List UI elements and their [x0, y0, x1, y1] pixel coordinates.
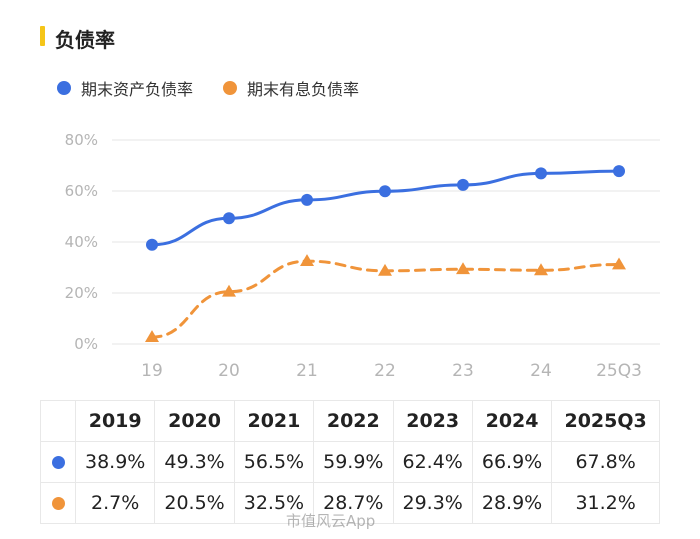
table-cell: 28.9%: [471, 482, 553, 524]
y-tick-label: 40%: [65, 233, 98, 251]
table-row-interest-ratio: 2.7% 20.5% 32.5% 28.7% 29.3% 28.9% 31.2%: [40, 482, 660, 524]
line-chart: 0% 20% 40% 60% 80% 19 20 21 22 23 24 25Q3: [65, 131, 660, 381]
data-point: [223, 212, 235, 225]
legend-dot-icon: [57, 81, 71, 95]
table-header-cell: 2019: [74, 400, 156, 442]
series-dot-icon: [51, 497, 65, 510]
data-point: [300, 254, 314, 267]
watermark: 市值风云App: [286, 512, 376, 530]
table-header-cell: 2023: [392, 400, 473, 442]
table-cell: 32.5%: [233, 482, 315, 524]
legend-dot-icon: [223, 81, 238, 95]
y-tick-label: 0%: [74, 335, 98, 353]
table-cell: 62.4%: [392, 441, 473, 483]
legend-label: 期末有息负债率: [247, 80, 360, 99]
data-table: 2019 2020 2021 2022 2023 2024 2025Q3 38.…: [40, 400, 660, 524]
data-point: [613, 165, 625, 178]
table-header-cell: 2020: [154, 400, 235, 442]
legend-item-asset-ratio: 期末资产负债率: [57, 76, 193, 100]
data-point: [534, 263, 548, 276]
table-corner: [40, 400, 76, 442]
table-cell: 67.8%: [551, 441, 660, 483]
table-header-row: 2019 2020 2021 2022 2023 2024 2025Q3: [40, 400, 660, 442]
table-cell: 31.2%: [551, 482, 660, 524]
series-dot-icon: [51, 456, 65, 469]
table-cell: 38.9%: [74, 441, 156, 483]
table-header-cell: 2025Q3: [551, 400, 660, 442]
row-marker: [40, 441, 76, 483]
data-point: [456, 262, 470, 275]
series-line-interest-ratio: [150, 259, 621, 339]
table-cell: 20.5%: [154, 482, 235, 524]
table-cell: 29.3%: [392, 482, 473, 524]
legend-label: 期末资产负债率: [81, 80, 194, 99]
x-tick-label: 20: [218, 361, 240, 381]
data-point: [457, 178, 469, 191]
legend: 期末资产负债率 期末有息负债率: [57, 76, 359, 100]
data-point: [535, 167, 547, 180]
table-cell: 56.5%: [233, 441, 315, 483]
table-cell: 2.7%: [74, 482, 156, 524]
data-point: [301, 193, 313, 206]
data-point: [146, 238, 158, 251]
x-tick-label: 19: [141, 361, 163, 381]
data-point: [222, 284, 236, 297]
x-tick-label: 21: [296, 361, 318, 381]
legend-item-interest-ratio: 期末有息负债率: [223, 76, 359, 100]
table-cell: 28.7%: [313, 482, 394, 524]
table-cell: 49.3%: [154, 441, 235, 483]
series-line-asset-ratio: [150, 169, 621, 247]
data-point: [145, 330, 159, 343]
x-tick-label: 23: [452, 361, 474, 381]
table-header-cell: 2022: [313, 400, 394, 442]
data-point: [612, 257, 626, 270]
y-tick-label: 60%: [65, 182, 98, 200]
table-cell: 59.9%: [313, 441, 394, 483]
x-tick-label: 22: [374, 361, 396, 381]
title-accent-bar: [40, 26, 45, 46]
data-point: [379, 185, 391, 198]
y-tick-label: 20%: [65, 284, 98, 302]
table-cell: 66.9%: [471, 441, 553, 483]
row-marker: [40, 482, 76, 524]
table-header-cell: 2021: [233, 400, 315, 442]
table-row-asset-ratio: 38.9% 49.3% 56.5% 59.9% 62.4% 66.9% 67.8…: [40, 441, 660, 483]
table-header-cell: 2024: [471, 400, 553, 442]
y-tick-label: 80%: [65, 131, 98, 149]
chart-title: 负债率: [55, 28, 115, 52]
x-tick-label: 25Q3: [596, 361, 642, 381]
data-point: [378, 263, 392, 276]
x-tick-label: 24: [530, 361, 552, 381]
